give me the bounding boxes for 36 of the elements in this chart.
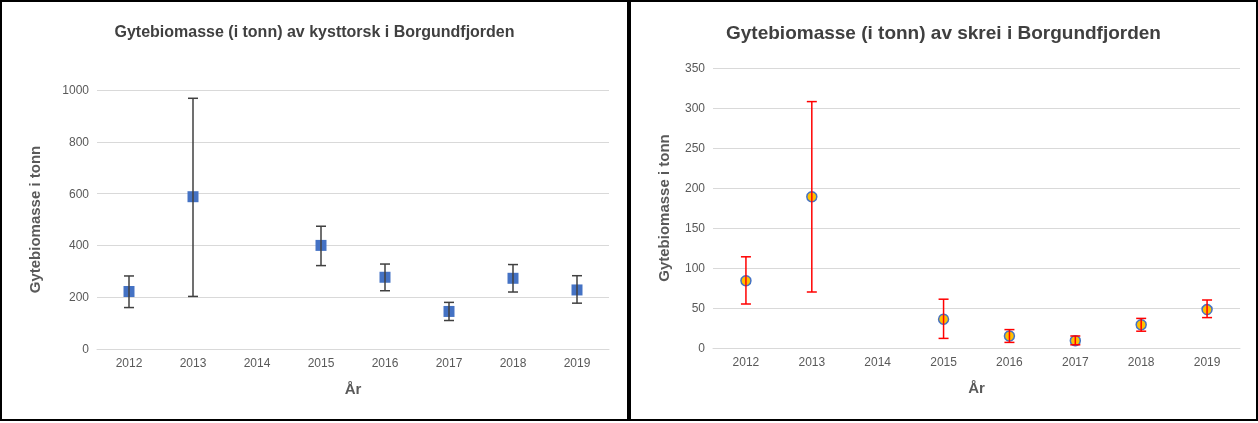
x-tick-label: 2013	[798, 355, 826, 369]
y-tick-label: 300	[684, 101, 706, 115]
y-axis-title: Gytebiomasse i tonn	[26, 145, 43, 294]
y-tick-label: 350	[684, 61, 706, 75]
y-tick-label: 0	[82, 342, 90, 356]
y-tick-label: 600	[68, 186, 90, 201]
x-tick-label: 2018	[499, 356, 527, 370]
y-tick-label: 400	[68, 238, 90, 253]
chart-title: Gytebiomasse (i tonn) av skrei i Borgundfjorden	[726, 22, 1161, 43]
y-tick-label: 1000	[62, 83, 90, 97]
y-tick-label: 50	[691, 301, 706, 315]
x-axis-title: År	[968, 379, 985, 396]
y-tick-label: 250	[684, 141, 706, 155]
x-tick-label: 2016	[996, 355, 1024, 369]
x-tick-label: 2018	[1127, 355, 1155, 369]
x-tick-label: 2012	[732, 355, 760, 369]
y-tick-label: 100	[684, 261, 706, 275]
x-tick-label: 2019	[1193, 355, 1221, 369]
x-tick-label: 2013	[179, 356, 207, 370]
x-tick-label: 2015	[307, 356, 335, 370]
y-tick-label: 150	[684, 221, 706, 235]
y-axis-title: Gytebiomasse i tonn	[655, 134, 672, 282]
x-tick-label: 2015	[930, 355, 958, 369]
x-tick-label: 2014	[243, 356, 271, 370]
x-tick-label: 2017	[435, 356, 463, 370]
chart-title: Gytebiomasse (i tonn) av kysttorsk i Borgundfjorden	[114, 22, 515, 40]
x-tick-label: 2016	[371, 356, 399, 370]
x-tick-label: 2014	[864, 355, 892, 369]
x-tick-label: 2012	[115, 356, 143, 370]
x-tick-label: 2019	[563, 356, 591, 370]
y-tick-label: 200	[684, 181, 706, 195]
x-axis-title: År	[344, 380, 362, 397]
y-tick-label: 0	[698, 341, 706, 355]
y-tick-label: 800	[68, 134, 90, 149]
x-tick-label: 2017	[1061, 355, 1089, 369]
y-tick-label: 200	[68, 290, 90, 305]
